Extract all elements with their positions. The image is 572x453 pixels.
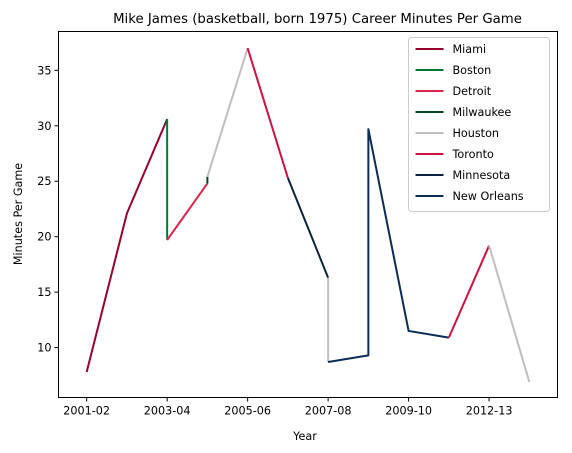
legend-label-miami: Miami <box>453 43 487 56</box>
legend-label-toronto: Toronto <box>452 148 494 161</box>
x-tick-label: 2007-08 <box>305 405 352 418</box>
series-line-toronto-6 <box>246 47 289 179</box>
x-tick-label: 2005-06 <box>224 405 271 418</box>
series-line-detroit-3 <box>166 182 209 241</box>
legend-label-boston: Boston <box>453 64 492 77</box>
series-line-houston-11 <box>488 245 531 383</box>
ticks-layer: 2001-02 2003-04 2005-06 2007-08 2009-10 2012-… <box>37 64 512 417</box>
legend: Miami Boston Detroit Milwaukee Houston Toront… <box>408 37 550 212</box>
y-tick-label: 25 <box>37 175 51 188</box>
x-tick-label: 2012-13 <box>466 405 513 418</box>
y-tick-label: 30 <box>37 120 51 133</box>
series-layer <box>85 47 531 383</box>
y-tick-label: 10 <box>37 342 51 355</box>
x-tick-label: 2003-04 <box>144 405 191 418</box>
y-axis-label: Minutes Per Game <box>12 163 25 265</box>
series-line-new-orleans-9 <box>327 128 450 363</box>
y-tick-label: 15 <box>37 286 51 299</box>
x-tick-label: 2001-02 <box>63 405 110 418</box>
legend-label-new-orleans: New Orleans <box>453 190 524 203</box>
legend-label-minnesota: Minnesota <box>453 169 511 182</box>
chart-title: Mike James (basketball, born 1975) Caree… <box>113 12 522 27</box>
x-tick-label: 2009-10 <box>385 405 432 418</box>
legend-box <box>408 37 550 212</box>
plot-area-frame <box>58 31 558 398</box>
x-axis-label: Year <box>292 430 317 443</box>
legend-label-milwaukee: Milwaukee <box>453 106 512 119</box>
series-line-toronto-10 <box>447 245 491 339</box>
series-line-miami-1 <box>85 118 169 373</box>
series-line-minnesota-7 <box>286 177 330 279</box>
y-tick-label: 20 <box>37 231 51 244</box>
legend-label-houston: Houston <box>453 127 500 140</box>
legend-label-detroit: Detroit <box>453 85 492 98</box>
y-tick-label: 35 <box>37 64 51 77</box>
series-line-houston-5 <box>206 47 249 178</box>
